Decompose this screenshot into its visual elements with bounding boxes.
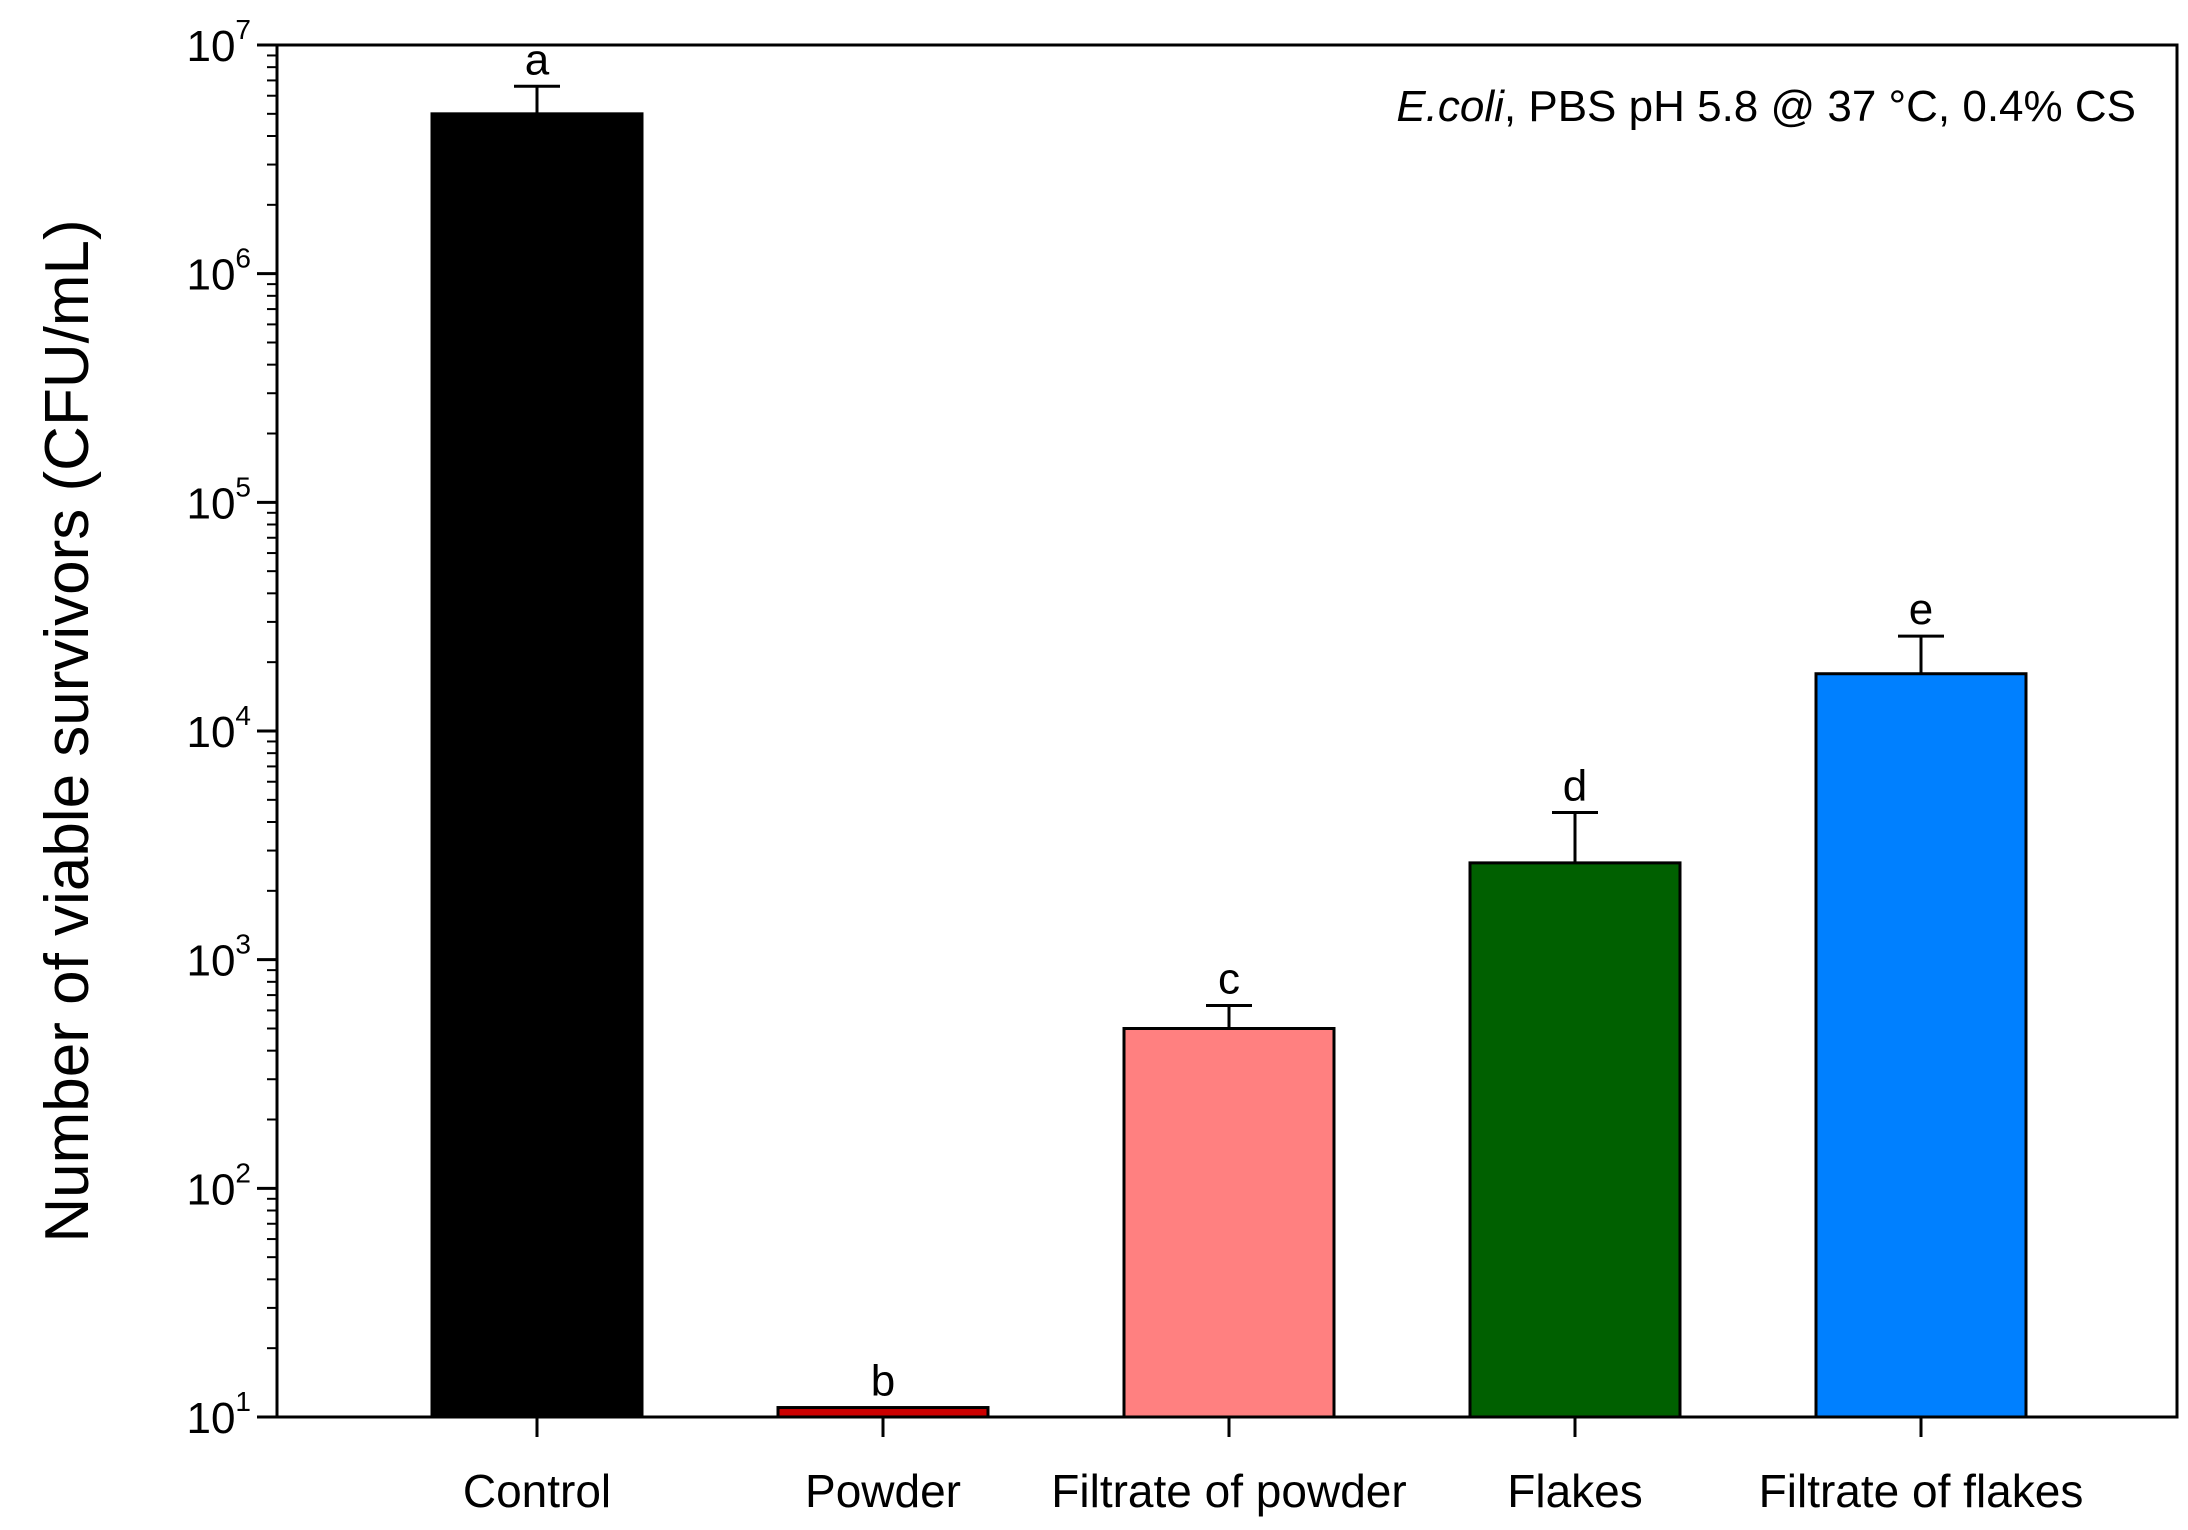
- y-tick-base: 10: [186, 1394, 235, 1443]
- y-tick-base: 10: [186, 22, 235, 71]
- x-category-label: Filtrate of flakes: [1759, 1465, 2084, 1517]
- y-tick-base: 10: [186, 708, 235, 757]
- y-tick-exponent: 5: [235, 471, 251, 502]
- condition-annotation: E.coli, PBS pH 5.8 @ 37 °C, 0.4% CS: [1396, 82, 2136, 131]
- significance-letter: d: [1563, 762, 1587, 811]
- significance-letter: a: [525, 35, 550, 84]
- y-tick-exponent: 6: [235, 243, 251, 274]
- bar: [1122, 1027, 1336, 1419]
- y-tick-label: 107: [186, 14, 251, 71]
- conditions-text: , PBS pH 5.8 @ 37 °C, 0.4% CS: [1504, 82, 2136, 131]
- y-tick-exponent: 7: [235, 14, 251, 45]
- significance-letter: b: [871, 1357, 895, 1406]
- bar: [776, 1406, 990, 1419]
- y-tick-exponent: 2: [235, 1157, 251, 1188]
- y-tick-base: 10: [186, 1165, 235, 1214]
- x-category-label: Powder: [805, 1465, 961, 1517]
- bar: [430, 112, 644, 1419]
- y-axis-label: Number of viable survivors (CFU/mL): [33, 219, 102, 1242]
- y-tick-label: 103: [186, 929, 251, 986]
- x-category-label: Filtrate of powder: [1051, 1465, 1406, 1517]
- y-tick-label: 106: [186, 243, 251, 300]
- organism-name: E.coli: [1396, 82, 1505, 131]
- significance-letter: e: [1909, 585, 1933, 634]
- y-tick-base: 10: [186, 251, 235, 300]
- y-tick-label: 104: [186, 700, 251, 757]
- y-tick-label: 105: [186, 471, 251, 528]
- y-tick-base: 10: [186, 937, 235, 986]
- bar: [1814, 672, 2028, 1419]
- y-tick-exponent: 4: [235, 700, 251, 731]
- significance-letter: c: [1218, 955, 1240, 1004]
- y-tick-exponent: 3: [235, 929, 251, 960]
- x-category-label: Control: [463, 1465, 611, 1517]
- y-tick-label: 102: [186, 1157, 251, 1214]
- y-tick-label: 101: [186, 1386, 251, 1443]
- bar: [1468, 861, 1682, 1419]
- y-tick-exponent: 1: [235, 1386, 251, 1417]
- y-tick-base: 10: [186, 479, 235, 528]
- x-category-label: Flakes: [1507, 1465, 1642, 1517]
